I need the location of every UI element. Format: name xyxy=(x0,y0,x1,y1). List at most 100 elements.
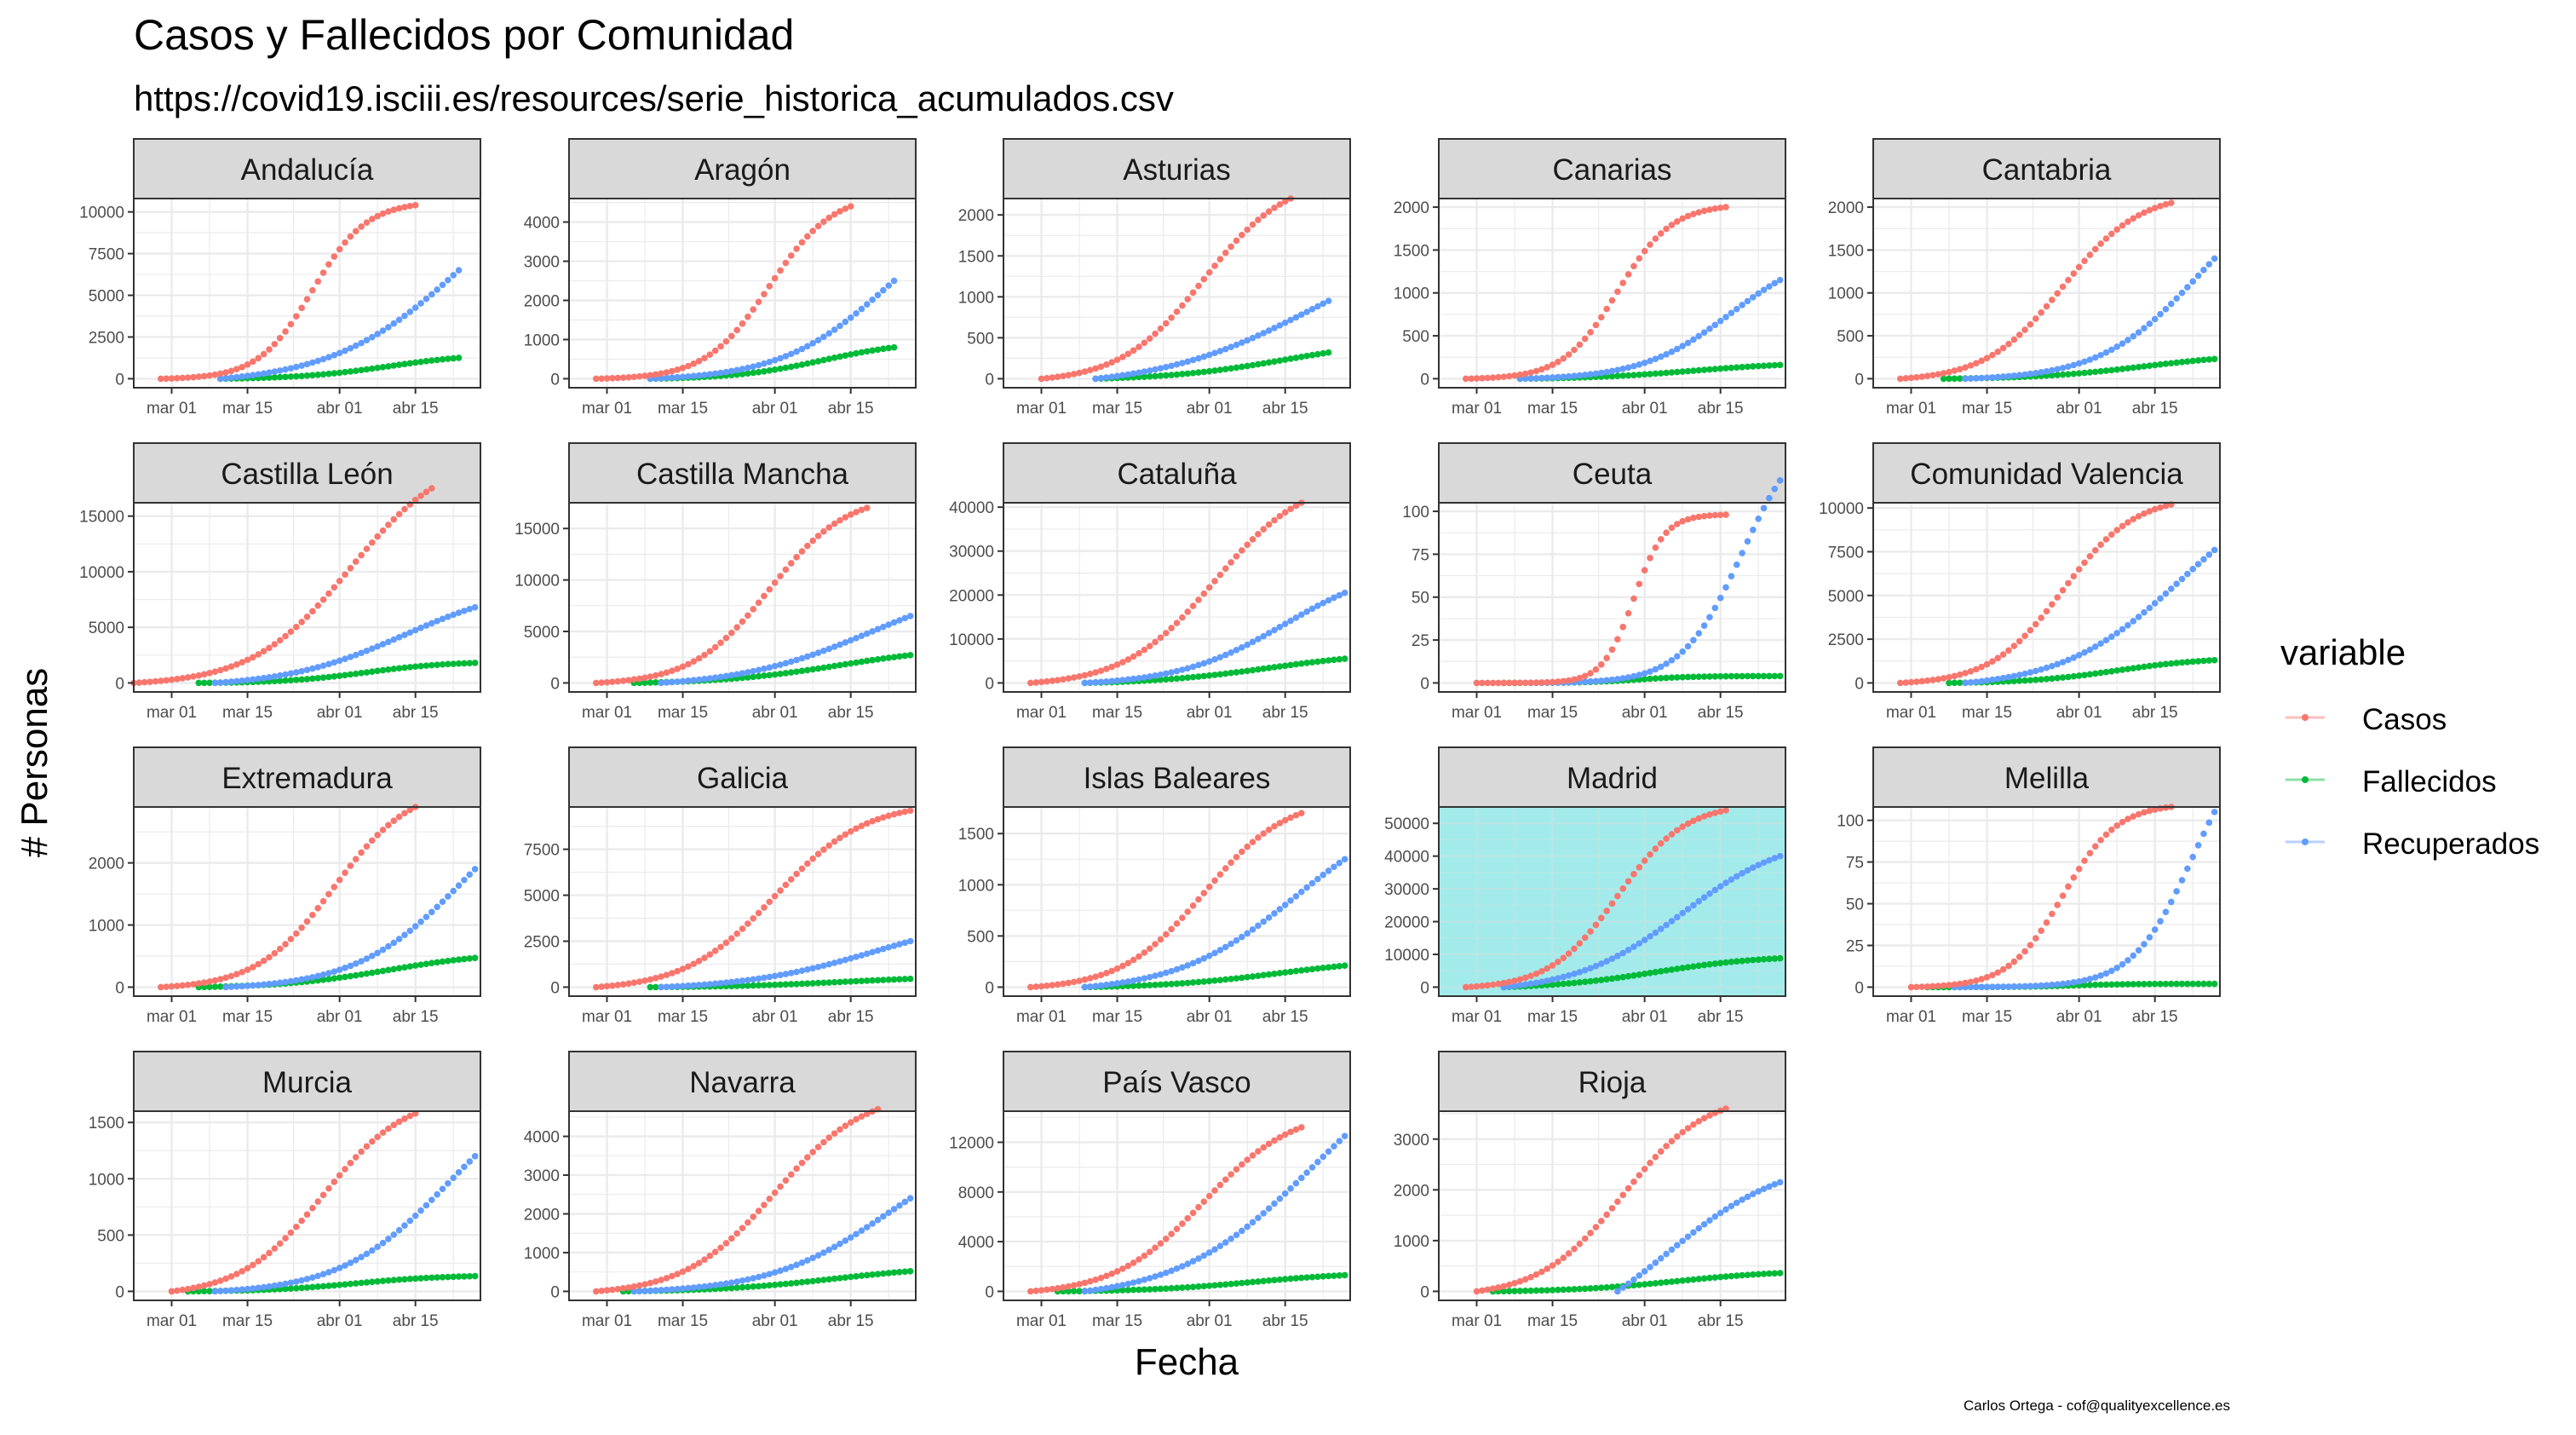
data-point xyxy=(2032,315,2039,322)
data-point xyxy=(276,373,284,381)
data-point xyxy=(837,516,843,524)
data-point xyxy=(1695,1276,1703,1282)
data-point xyxy=(439,281,446,289)
data-point xyxy=(777,661,784,668)
data-point xyxy=(885,1209,893,1217)
x-tick-label: abr 01 xyxy=(317,1312,363,1330)
data-point xyxy=(690,658,698,666)
data-point xyxy=(820,1138,827,1146)
data-point xyxy=(853,977,860,985)
data-point xyxy=(2135,211,2142,219)
y-tick-label: 2000 xyxy=(1394,1182,1429,1200)
data-point xyxy=(2130,215,2137,222)
data-point xyxy=(411,1212,419,1219)
data-point xyxy=(1532,375,1540,382)
x-tick-label: abr 01 xyxy=(2056,400,2102,418)
data-point xyxy=(669,983,676,990)
data-point xyxy=(820,527,827,535)
data-point xyxy=(385,1277,392,1284)
data-point xyxy=(303,1276,311,1282)
data-point xyxy=(1265,630,1273,637)
data-point xyxy=(1244,930,1251,937)
y-tick-label: 0 xyxy=(550,371,560,389)
data-point xyxy=(750,976,757,983)
data-point xyxy=(1684,1233,1692,1241)
data-point xyxy=(1070,674,1078,681)
data-point xyxy=(1700,813,1708,820)
data-point xyxy=(809,340,816,347)
data-point xyxy=(625,980,632,988)
data-point xyxy=(1527,972,1534,979)
data-point xyxy=(379,1239,387,1247)
data-point xyxy=(1044,374,1050,382)
data-point xyxy=(1108,1283,1115,1291)
data-point xyxy=(1205,658,1213,665)
data-point xyxy=(669,667,676,675)
data-point xyxy=(1119,979,1126,986)
data-point xyxy=(1555,975,1561,982)
data-point xyxy=(1152,366,1159,373)
data-point xyxy=(820,846,827,853)
data-point xyxy=(1200,890,1208,896)
data-point xyxy=(1195,282,1202,290)
data-point xyxy=(428,960,435,967)
data-point xyxy=(701,954,708,961)
data-point xyxy=(1228,976,1234,983)
data-point xyxy=(1136,1277,1142,1285)
data-point xyxy=(276,637,284,644)
data-point xyxy=(1511,1279,1518,1287)
legend: variable Casos Fallecidos Recuperados xyxy=(2280,632,2539,861)
data-point xyxy=(439,898,446,905)
data-point xyxy=(1722,1105,1729,1112)
data-point xyxy=(314,372,322,378)
data-point xyxy=(1663,835,1670,842)
data-point xyxy=(1684,643,1692,650)
data-point xyxy=(2184,570,2191,578)
data-point xyxy=(309,608,316,615)
data-point xyxy=(771,662,779,670)
data-point xyxy=(1560,1254,1567,1261)
data-point xyxy=(2141,809,2148,816)
data-point xyxy=(1978,374,1985,382)
data-point xyxy=(331,1282,338,1289)
data-point xyxy=(727,629,735,637)
data-point xyxy=(890,1269,898,1277)
data-point xyxy=(1479,679,1486,687)
data-point xyxy=(2091,354,2099,361)
data-point xyxy=(266,980,273,988)
data-point xyxy=(1239,668,1245,675)
data-point xyxy=(1994,675,2002,683)
data-point xyxy=(745,977,751,983)
data-point xyxy=(1956,366,1964,372)
data-point xyxy=(1136,982,1142,989)
data-point xyxy=(2194,842,2202,849)
data-point xyxy=(325,1269,332,1276)
data-point xyxy=(1260,360,1268,367)
y-tick-label: 1000 xyxy=(524,1245,560,1263)
data-point xyxy=(2211,656,2218,664)
data-point xyxy=(1983,974,1991,981)
data-point xyxy=(2059,365,2067,372)
data-point xyxy=(1684,673,1692,681)
data-point xyxy=(1668,918,1676,925)
data-point xyxy=(745,1276,751,1283)
data-point xyxy=(869,1271,876,1278)
data-point xyxy=(880,286,887,294)
data-point xyxy=(1695,513,1703,521)
data-point xyxy=(1722,204,1729,210)
data-point xyxy=(2015,372,2023,379)
data-point xyxy=(379,1277,387,1285)
data-point xyxy=(1336,591,1343,599)
data-point xyxy=(739,1277,746,1284)
data-point xyxy=(1690,1229,1697,1236)
data-point xyxy=(1776,477,1784,484)
data-point xyxy=(1205,1282,1213,1289)
data-point xyxy=(761,367,768,375)
data-point xyxy=(1130,1279,1137,1286)
data-point xyxy=(1113,980,1121,987)
data-point xyxy=(2119,366,2126,372)
data-point xyxy=(674,666,681,672)
panel-strip xyxy=(1872,138,2221,199)
data-point xyxy=(722,337,730,345)
